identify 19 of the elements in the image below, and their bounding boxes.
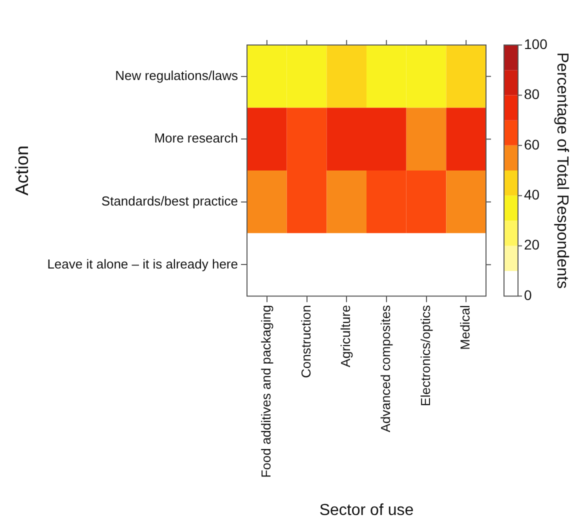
y-tick-label: Standards/best practice <box>101 193 238 208</box>
color-bar-label: 80 <box>524 86 540 102</box>
y-tick-label: New regulations/laws <box>115 68 238 83</box>
y-axis-title: Action <box>12 146 32 196</box>
color-bar-title: Percentage of Total Respondents <box>554 52 571 289</box>
color-bar-label: 0 <box>524 286 532 303</box>
color-bar-label: 40 <box>524 186 540 202</box>
x-tick-label: Medical <box>458 304 473 350</box>
x-tick-label: Food additives and packaging <box>258 305 274 478</box>
y-tick-label: Leave it alone – it is already here <box>47 256 238 272</box>
x-tick-label: Electronics/optics <box>418 304 433 406</box>
color-bar-label: 100 <box>524 36 548 52</box>
x-tick-label: Agriculture <box>338 305 354 368</box>
color-bar-label: 60 <box>524 136 540 152</box>
x-tick-label: Construction <box>298 305 314 378</box>
color-bar-label: 20 <box>524 236 540 253</box>
x-tick-label: Advanced composites <box>378 304 393 432</box>
x-axis-title: Sector of use <box>319 502 414 519</box>
y-tick-label: More research <box>154 130 238 146</box>
